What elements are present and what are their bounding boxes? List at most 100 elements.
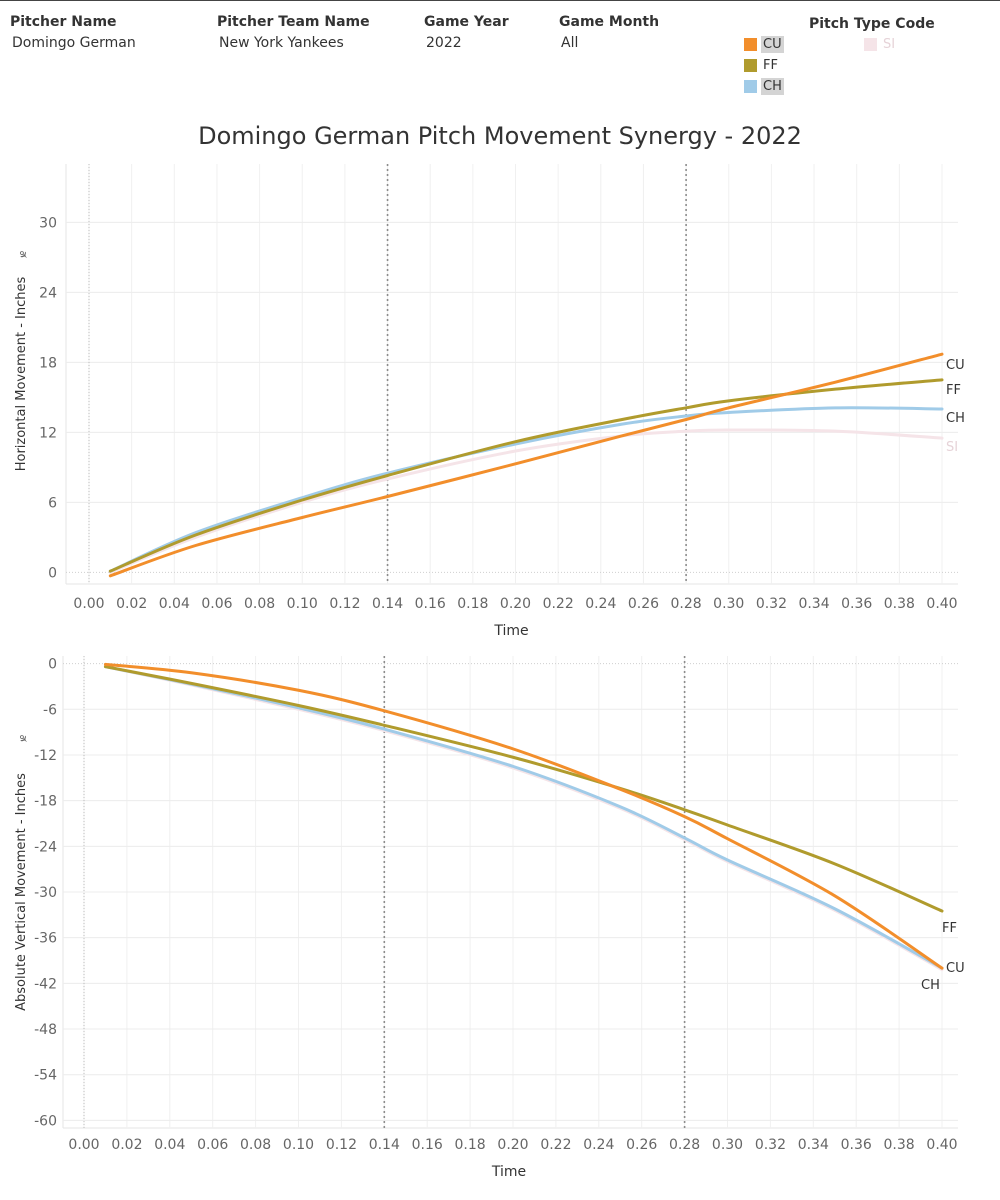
x-tick-label: 0.00	[68, 1137, 99, 1153]
pin-icon: ⚘	[15, 730, 33, 748]
horizontal-movement-chart: 0.00 0.02 0.04 0.06 0.08 0.10 0.12 0.14 0.16 0.18…	[14, 158, 965, 639]
y-tick-label: -18	[34, 794, 57, 810]
series-line-ch	[103, 665, 944, 970]
x-tick-label: 0.16	[412, 1137, 443, 1153]
x-tick-label: 0.36	[841, 1137, 872, 1153]
x-tick-label: 0.26	[628, 596, 659, 612]
x-tick-label: 0.04	[159, 596, 190, 612]
y-tick-label: -36	[34, 931, 57, 947]
x-tick-label: 0.22	[543, 596, 574, 612]
x-tick-label: 0.36	[841, 596, 872, 612]
x-tick-label: 0.24	[585, 596, 616, 612]
x-tick-label: 0.30	[712, 1137, 743, 1153]
x-tick-label: 0.14	[369, 1137, 400, 1153]
x-tick-label: 0.22	[540, 1137, 571, 1153]
legend-label: CU	[761, 36, 784, 53]
series-end-label: FF	[946, 383, 961, 398]
series-line-ff	[103, 665, 944, 913]
y-tick-label: 6	[48, 495, 57, 511]
x-tick-label: 0.12	[329, 596, 360, 612]
x-tick-label: 0.30	[713, 596, 744, 612]
filter-label: Game Month	[559, 14, 660, 30]
series-line-si	[103, 665, 944, 972]
legend-title: Pitch Type Code	[809, 16, 935, 32]
series-line-cu	[103, 662, 944, 970]
legend-label: SI	[883, 37, 896, 52]
chart-title: Domingo German Pitch Movement Synergy - …	[198, 122, 802, 150]
x-tick-label: 0.28	[669, 1137, 700, 1153]
legend-item-ch[interactable]: CH	[744, 77, 784, 96]
x-tick-label: 0.40	[926, 1137, 957, 1153]
x-tick-label: 0.20	[497, 1137, 528, 1153]
series-line-cu	[108, 352, 944, 578]
x-tick-label: 0.40	[926, 596, 957, 612]
x-tick-label: 0.32	[755, 1137, 786, 1153]
x-tick-label: 0.24	[583, 1137, 614, 1153]
legend-item-si[interactable]: SI	[864, 35, 897, 54]
y-tick-label: 24	[39, 285, 57, 301]
x-tick-label: 0.18	[457, 596, 488, 612]
x-tick-label: 0.14	[372, 596, 403, 612]
x-tick-label: 0.02	[116, 596, 147, 612]
vertical-movement-chart: 0.00 0.02 0.04 0.06 0.08 0.10 0.12 0.14 0.16 0.18…	[14, 656, 965, 1180]
x-tick-label: 0.10	[287, 596, 318, 612]
series-line-si	[108, 428, 944, 574]
y-tick-label: 12	[39, 425, 57, 441]
x-tick-label: 0.38	[884, 596, 915, 612]
legend-item-cu[interactable]: CU	[744, 35, 784, 54]
y-tick-label: -48	[34, 1022, 57, 1038]
filter-value[interactable]: 2022	[426, 35, 462, 51]
series-end-label: CH	[921, 978, 940, 993]
y-tick-label: -30	[34, 885, 57, 901]
filter-pitcher-name[interactable]: Pitcher Name Domingo German	[10, 14, 136, 51]
top-border	[0, 0, 1000, 1]
y-tick-label: -24	[34, 839, 57, 855]
x-tick-label: 0.04	[154, 1137, 185, 1153]
legend-label: CH	[761, 78, 784, 95]
series-end-label: CH	[946, 411, 965, 426]
filter-value[interactable]: All	[561, 35, 579, 51]
x-tick-label: 0.18	[455, 1137, 486, 1153]
x-tick-label: 0.02	[111, 1137, 142, 1153]
legend-swatch	[864, 38, 877, 51]
y-tick-label: -60	[34, 1113, 57, 1129]
series-end-label: CU	[946, 358, 965, 373]
series-end-label: FF	[942, 921, 957, 936]
filter-game-month[interactable]: Game Month All	[559, 14, 659, 51]
y-tick-label: 0	[48, 657, 57, 673]
filter-game-year[interactable]: Game Year 2022	[424, 14, 509, 51]
y-axis-label: Absolute Vertical Movement - Inches	[14, 773, 29, 1011]
series-end-label: SI	[946, 440, 958, 455]
legend-label: FF	[763, 58, 778, 73]
y-axis-label: Horizontal Movement - Inches	[14, 276, 29, 471]
x-tick-label: 0.26	[626, 1137, 657, 1153]
y-tick-label: -42	[34, 976, 57, 992]
x-tick-label: 0.32	[756, 596, 787, 612]
legend-item-ff[interactable]: FF	[744, 56, 780, 75]
x-tick-label: 0.20	[500, 596, 531, 612]
x-tick-label: 0.28	[671, 596, 702, 612]
y-tick-label: 36	[39, 158, 57, 161]
x-tick-label: 0.34	[798, 596, 829, 612]
filter-value[interactable]: Domingo German	[12, 35, 136, 51]
series-end-label: CU	[946, 961, 965, 976]
legend-swatch	[744, 80, 757, 93]
legend-swatch	[744, 38, 757, 51]
x-axis-label: Time	[491, 1164, 526, 1180]
pin-icon: ⚘	[15, 246, 33, 264]
x-tick-label: 0.16	[415, 596, 446, 612]
y-tick-label: 18	[39, 355, 57, 371]
filter-label: Game Year	[424, 14, 509, 30]
series-line-ch	[108, 406, 944, 573]
x-tick-label: 0.08	[240, 1137, 271, 1153]
y-tick-label: 30	[39, 215, 57, 231]
filter-value[interactable]: New York Yankees	[219, 35, 344, 51]
x-tick-label: 0.38	[884, 1137, 915, 1153]
y-tick-label: -6	[43, 702, 57, 718]
x-axis-label: Time	[493, 623, 528, 639]
filter-pitcher-team-name[interactable]: Pitcher Team Name New York Yankees	[217, 14, 370, 51]
y-tick-label: -54	[34, 1068, 57, 1084]
x-tick-label: 0.06	[197, 1137, 228, 1153]
filter-label: Pitcher Name	[10, 14, 117, 30]
x-tick-label: 0.34	[798, 1137, 829, 1153]
